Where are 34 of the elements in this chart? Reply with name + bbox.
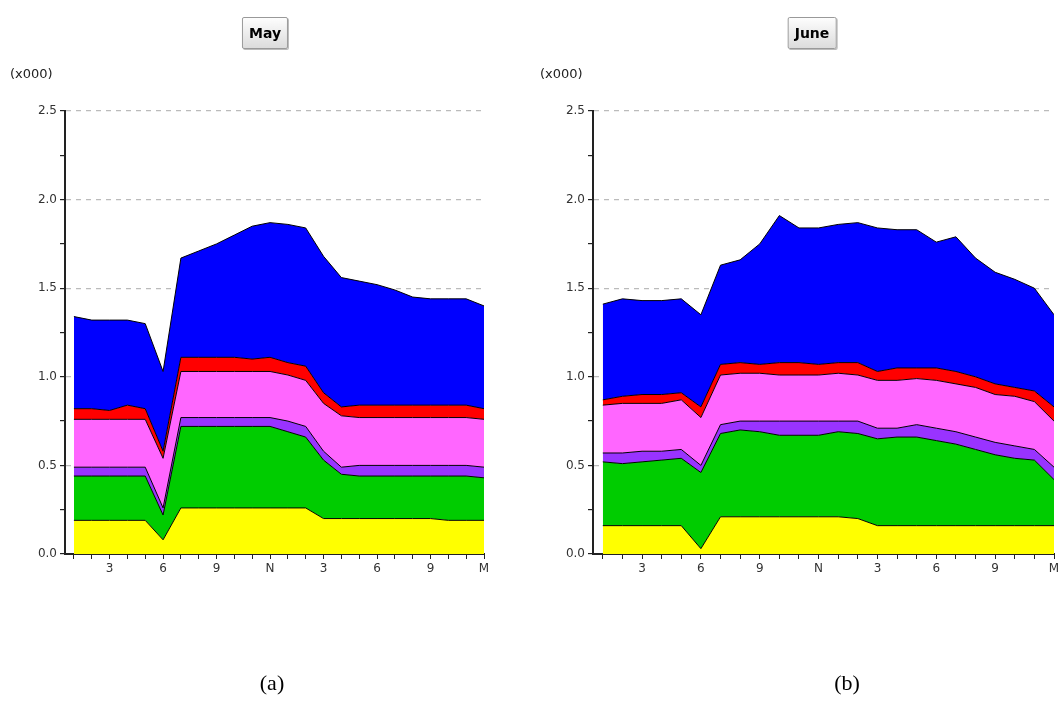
x-tick-label: M	[478, 561, 490, 576]
y-tick-label: 0.5	[565, 457, 585, 472]
y-tick-label: 1.5	[565, 280, 585, 295]
chart-title: May	[241, 17, 289, 49]
text: (b)	[834, 670, 860, 696]
y-tick-label: 1.5	[37, 280, 57, 295]
x-tick-label: 6	[697, 561, 705, 576]
y-tick-label: 2.5	[37, 103, 57, 118]
y-tick-label: 2.0	[37, 191, 57, 206]
chart-title: June	[787, 17, 837, 49]
x-tick-label: 6	[932, 561, 941, 576]
x-tick-label: 9	[755, 561, 764, 576]
x-tick-label: 9	[426, 561, 435, 576]
x-tick-label: 3	[638, 561, 646, 576]
x-tick-label: 3	[105, 561, 114, 576]
x-tick-label: 9	[212, 561, 221, 576]
x-tick-label: 6	[159, 561, 167, 576]
x-tick-label: N	[814, 561, 824, 576]
x-tick-label: 9	[991, 561, 999, 576]
text: (a)	[259, 670, 285, 696]
y-tick-label: 1.0	[37, 368, 57, 383]
y-tick-label: 2.0	[565, 191, 585, 206]
y-tick-label: 0.5	[37, 457, 57, 472]
y-axis-title: (x000)	[540, 66, 583, 81]
y-tick-label: 1.0	[565, 368, 585, 383]
y-tick-label: 0.0	[37, 546, 57, 561]
x-tick-label: 3	[319, 561, 328, 576]
y-axis-title: (x000)	[10, 66, 53, 81]
y-tick-label: 2.5	[565, 103, 585, 118]
x-tick-label: 3	[873, 561, 882, 576]
y-tick-label: 0.0	[565, 546, 585, 561]
x-tick-label: N	[265, 561, 275, 576]
x-tick-label: M	[1048, 561, 1060, 576]
x-tick-label: 6	[373, 561, 381, 576]
